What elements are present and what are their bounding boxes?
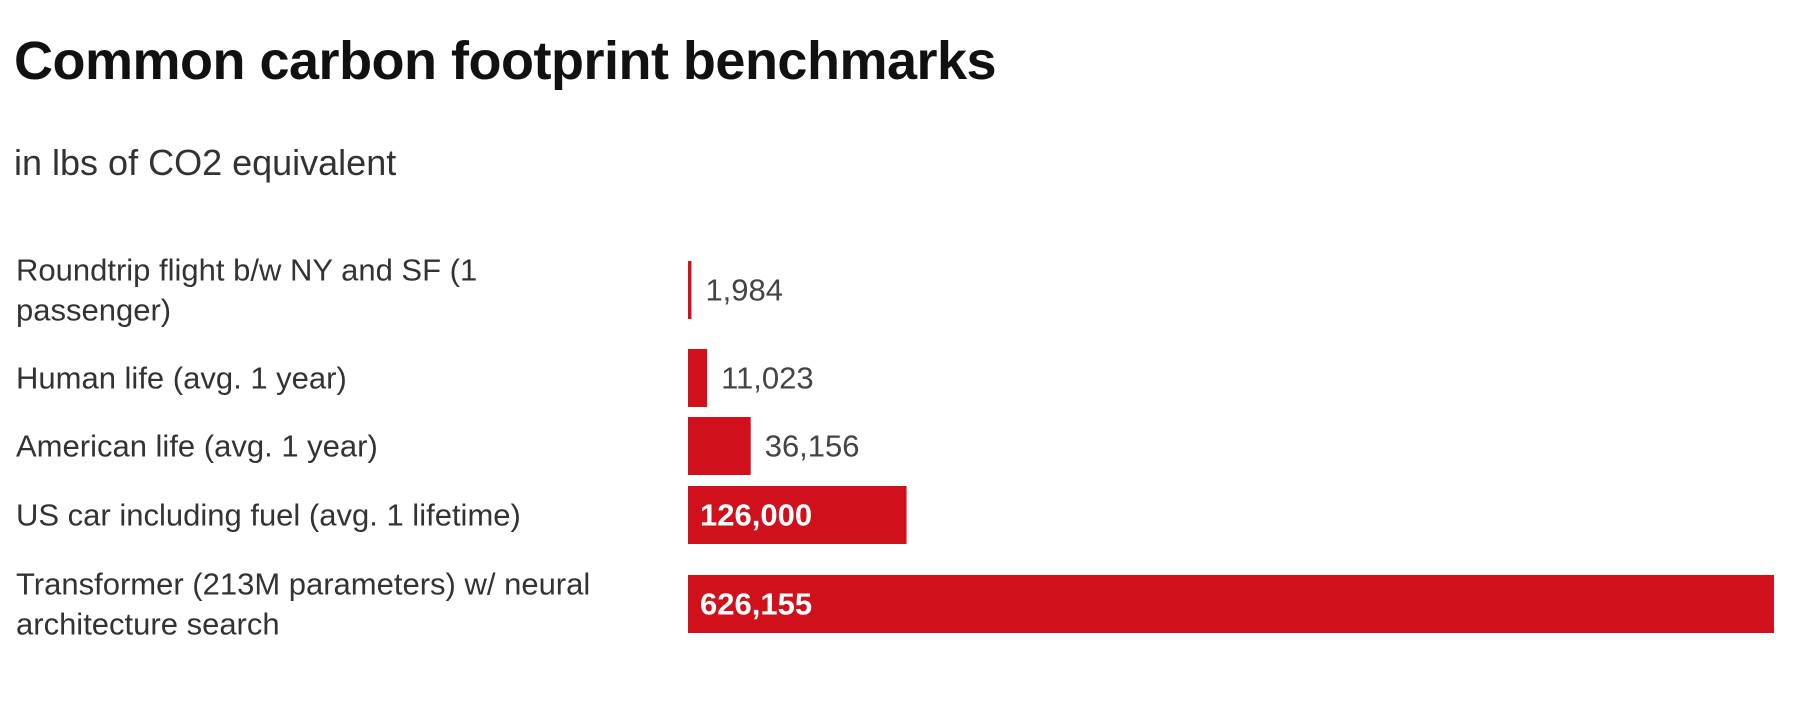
category-label: Roundtrip flight b/w NY and SF (1 passeng… [16,253,477,328]
value-label: 126,000 [700,498,812,533]
bar [688,417,751,475]
bar [688,575,1774,633]
chart-title: Common carbon footprint benchmarks [14,31,997,91]
bar [688,486,907,544]
bar [688,349,708,407]
category-label: American life (avg. 1 year) [16,429,378,464]
bar [688,261,692,319]
category-label: US car including fuel (avg. 1 lifetime) [16,498,521,533]
value-label: 36,156 [765,429,860,464]
category-label: Human life (avg. 1 year) [16,361,347,396]
value-label: 11,023 [721,361,814,396]
chart-subtitle: in lbs of CO2 equivalent [14,142,397,183]
value-label: 626,155 [700,587,812,622]
value-label: 1,984 [705,273,783,308]
category-label: Transformer (213M parameters) w/ neural a… [16,567,590,642]
